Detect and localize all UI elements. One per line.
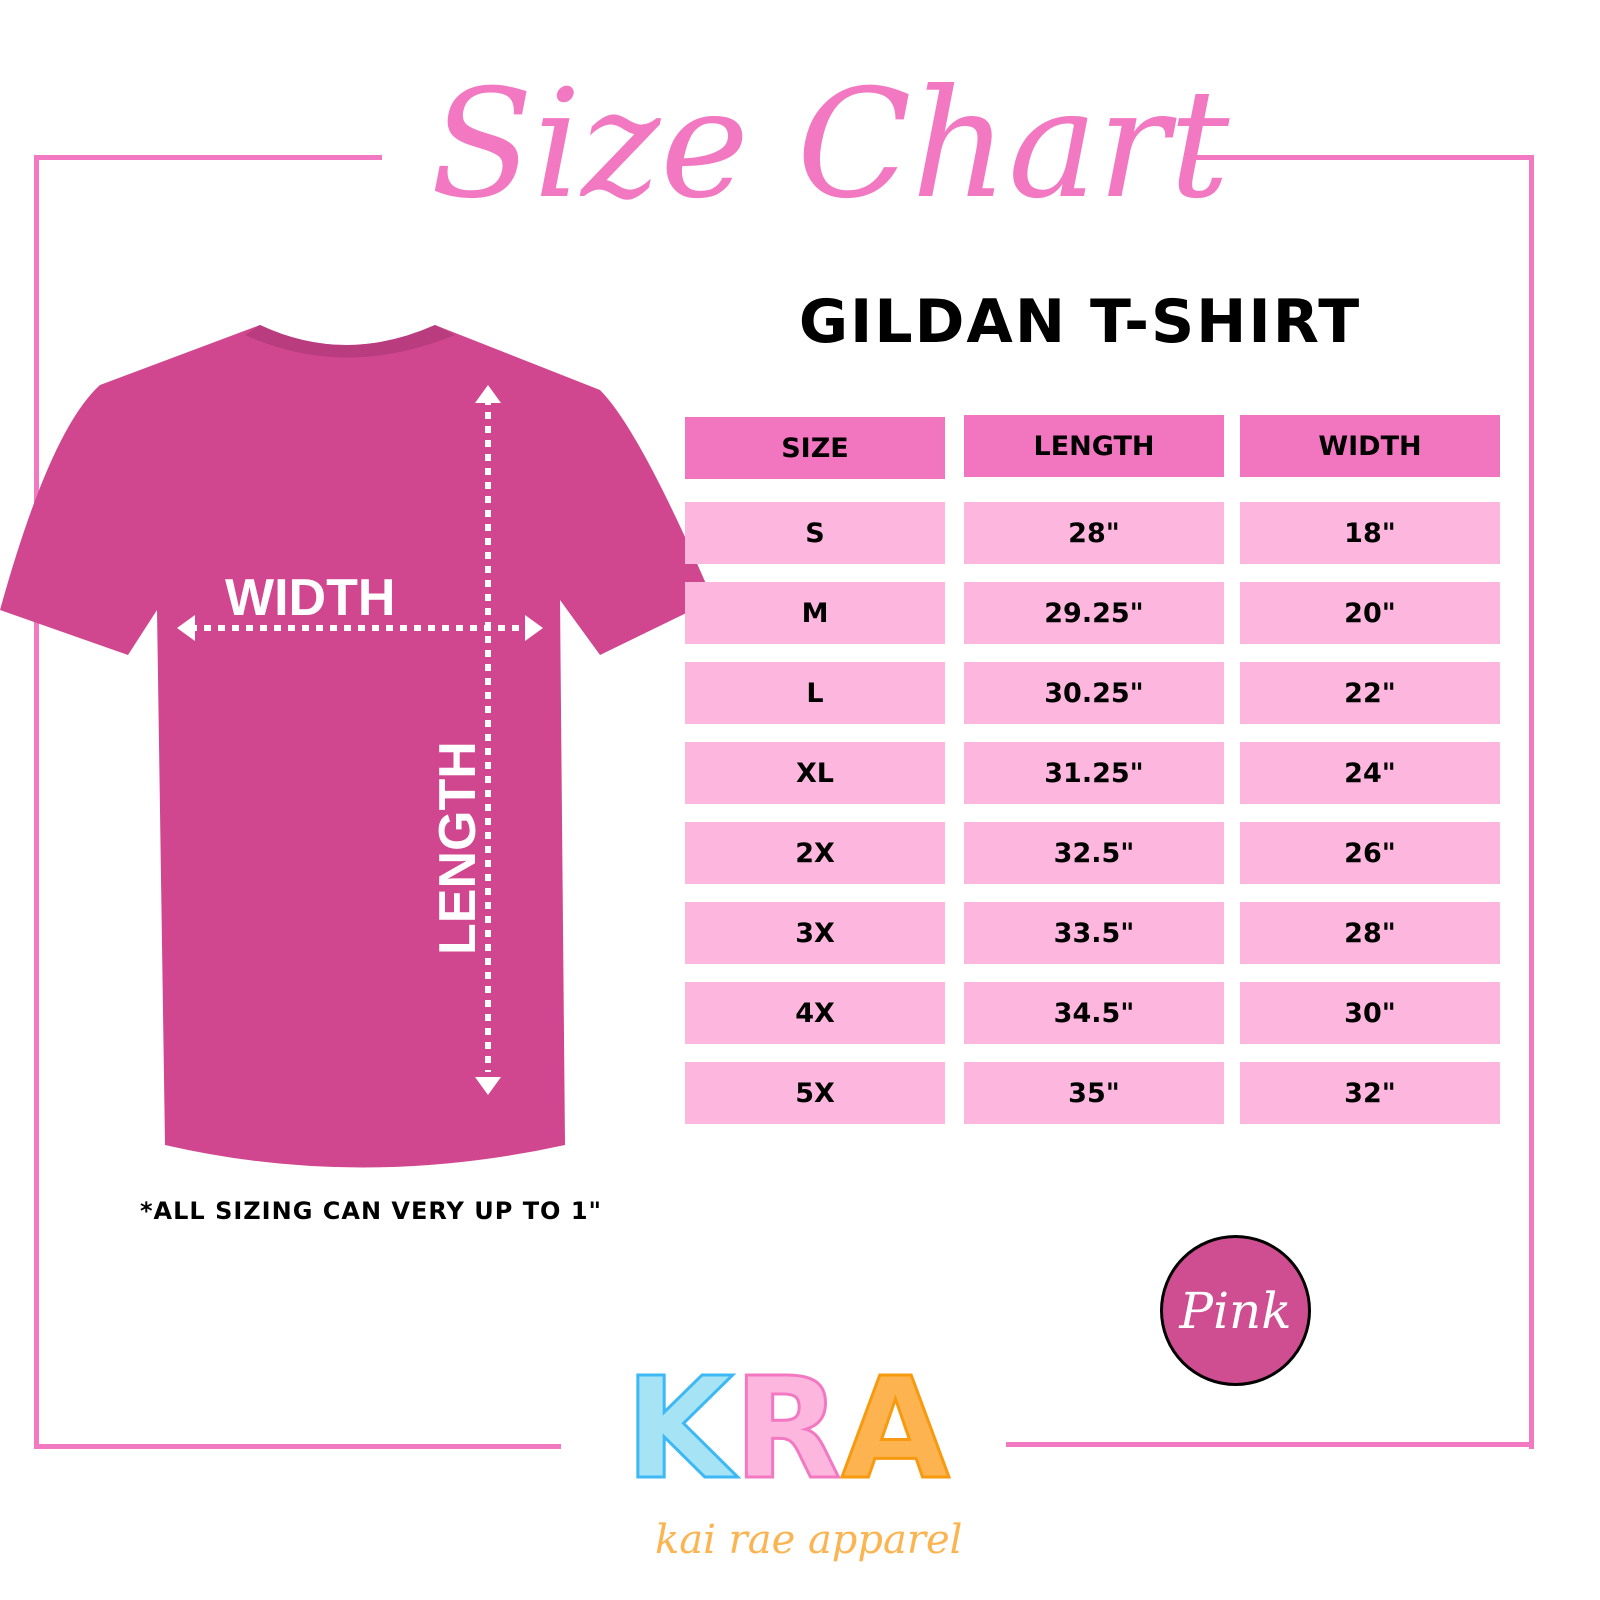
page-title: Size Chart [430,58,1230,232]
table-cell-length: 34.5" [964,982,1224,1044]
logo-letter-k: K [624,1348,735,1511]
logo-tagline: kai rae apparel [655,1517,963,1563]
table-cell-size: 2X [685,822,945,884]
frame-left [34,155,39,1449]
table-cell-length: 33.5" [964,902,1224,964]
table-cell-size: XL [685,742,945,804]
logo-letters: K R A [624,1348,985,1511]
table-cell-length: 32.5" [964,822,1224,884]
measurement-lines [190,398,530,1072]
frame-right [1529,155,1534,1449]
table-cell-length: 28" [964,502,1224,564]
width-label: WIDTH [225,569,395,627]
table-cell-length: 30.25" [964,662,1224,724]
table-cell-width: 26" [1240,822,1500,884]
frame-top-right [1188,155,1534,160]
table-cell-size: 5X [685,1062,945,1124]
table-cell-width: 18" [1240,502,1500,564]
table-cell-length: 31.25" [964,742,1224,804]
table-cell-width: 20" [1240,582,1500,644]
arrow-left-icon [177,615,195,641]
color-swatch: Pink [1160,1235,1311,1386]
table-cell-length: 29.25" [964,582,1224,644]
header-width: WIDTH [1240,415,1500,477]
table-cell-width: 22" [1240,662,1500,724]
header-length: LENGTH [964,415,1224,477]
logo-letter-a: A [840,1348,951,1511]
tshirt-collar [245,325,455,358]
table-cell-width: 28" [1240,902,1500,964]
table-cell-size: L [685,662,945,724]
length-label: LENGTH [429,741,487,955]
table-cell-size: M [685,582,945,644]
swatch-label: Pink [1179,1281,1292,1340]
table-cell-size: S [685,502,945,564]
table-cell-size: 4X [685,982,945,1044]
arrow-up-icon [475,385,501,403]
frame-bottom-left [34,1444,561,1449]
table-cell-size: 3X [685,902,945,964]
tshirt-illustration: WIDTH LENGTH [0,325,713,1168]
table-cell-length: 35" [964,1062,1224,1124]
product-subtitle: GILDAN T-SHIRT [798,287,1362,357]
table-cell-width: 30" [1240,982,1500,1044]
table-cell-width: 32" [1240,1062,1500,1124]
arrow-down-icon [475,1077,501,1095]
logo-letter-r: R [732,1348,843,1511]
header-size: SIZE [685,417,945,479]
frame-bottom-right [1006,1442,1534,1447]
frame-top-left [34,155,382,160]
arrow-right-icon [525,615,543,641]
tshirt-shape [0,325,713,1168]
table-cell-width: 24" [1240,742,1500,804]
sizing-note: *ALL SIZING CAN VERY UP TO 1" [140,1197,603,1225]
brand-logo: K R A kai rae apparel [624,1348,985,1595]
